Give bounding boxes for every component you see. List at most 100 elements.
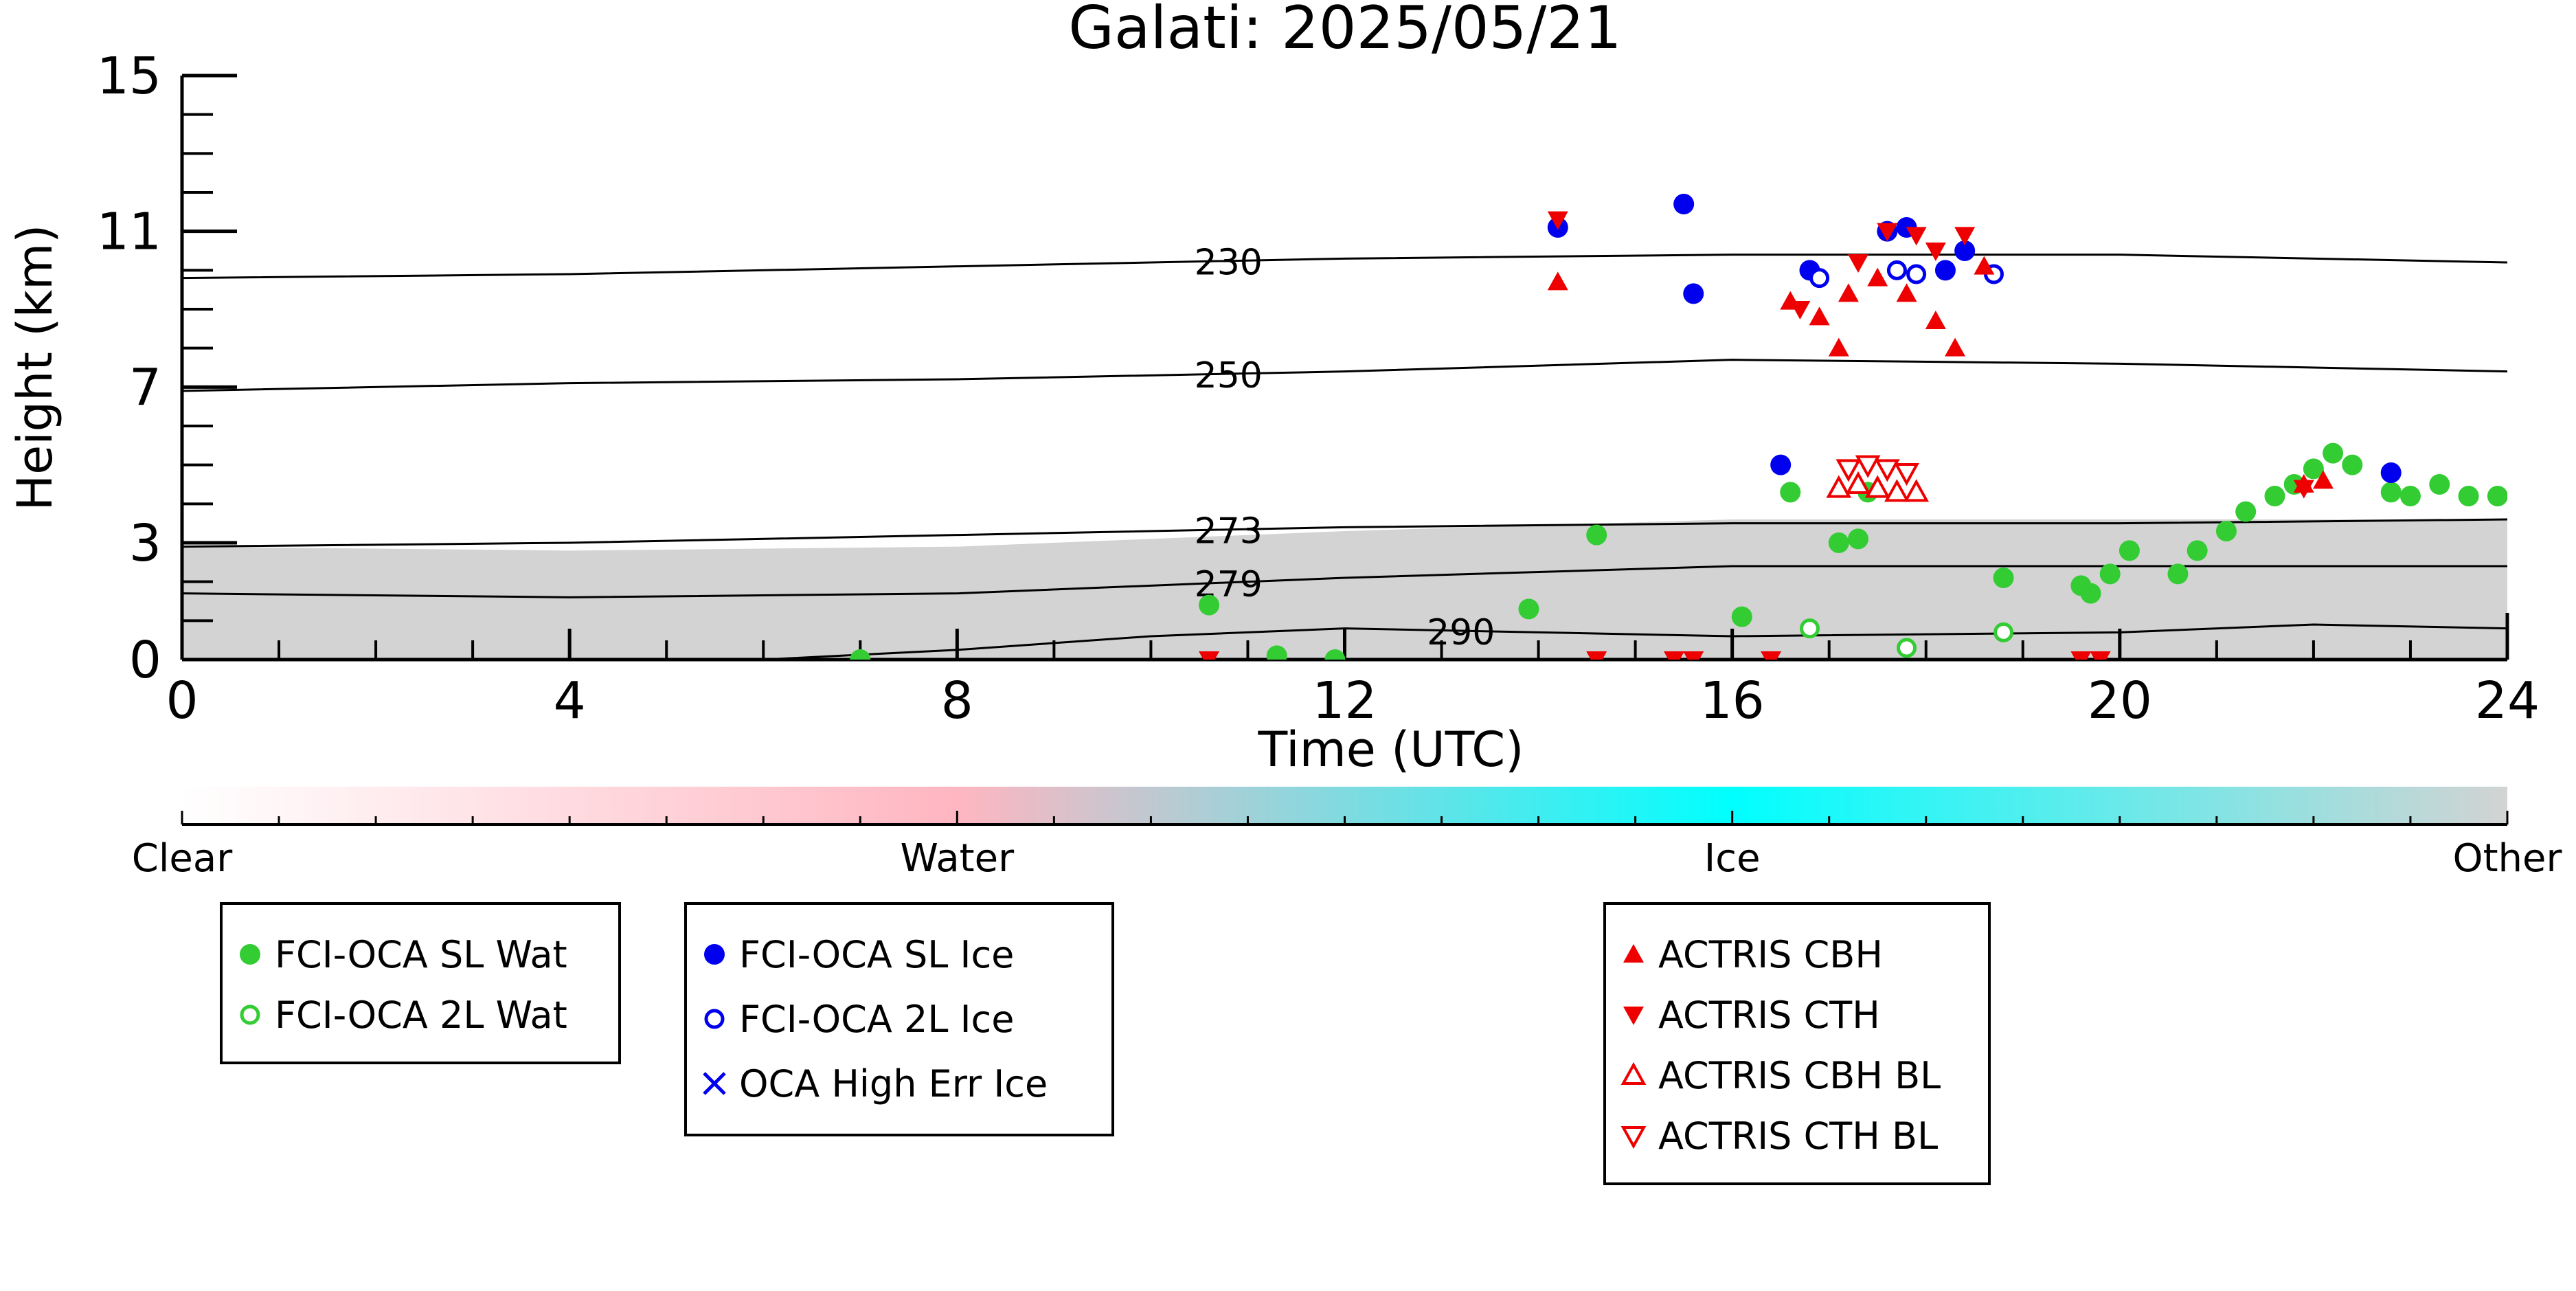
legend-label: ACTRIS CTH BL (1658, 1114, 1938, 1158)
data-point (1770, 454, 1792, 475)
y-tick-label: 3 (129, 514, 161, 573)
y-tick-label: 15 (97, 47, 161, 106)
data-point (1586, 651, 1607, 660)
data-point (2303, 458, 2324, 480)
data-point (1324, 649, 1346, 660)
legend-label: OCA High Err Ice (739, 1062, 1048, 1105)
data-point (2215, 521, 2237, 541)
data-point (1906, 227, 1927, 246)
contour-label: 250 (1195, 355, 1263, 396)
data-point (1761, 651, 1782, 660)
data-point (1683, 651, 1704, 660)
legend-label: ACTRIS CBH (1658, 933, 1883, 976)
data-point (1199, 594, 1220, 616)
data-point (1925, 243, 1946, 261)
legend-label: FCI-OCA 2L Wat (275, 993, 567, 1037)
data-point (1934, 260, 1956, 281)
data-point (1897, 638, 1917, 658)
data-point (1809, 306, 1830, 326)
data-point (1266, 645, 1287, 660)
legend-marker (1623, 1007, 1644, 1025)
data-point (1547, 211, 1568, 230)
data-point (2380, 482, 2402, 503)
contour-line-290 (182, 623, 2507, 660)
legend-label: ACTRIS CTH (1658, 993, 1880, 1037)
data-point (2323, 442, 2344, 464)
legend-box-3: ACTRIS CBH ACTRIS CTH ACTRIS CBH BL ACTRIS … (1603, 902, 1991, 1185)
data-point (2119, 540, 2140, 561)
legend-marker (240, 1004, 260, 1025)
data-point (1993, 568, 2014, 588)
legend-label: FCI-OCA SL Ice (739, 933, 1014, 976)
data-point (2487, 486, 2507, 506)
legend-marker (704, 1009, 725, 1029)
data-point (1780, 482, 1801, 503)
data-point (1664, 651, 1685, 660)
series-actris-cth-bl (1835, 455, 1919, 486)
legend-marker (704, 944, 725, 965)
data-point (1877, 223, 1898, 242)
series-actris-cth (1199, 211, 2314, 660)
data-point (1828, 337, 1849, 357)
data-point (1925, 311, 1946, 329)
data-point (1809, 268, 1830, 289)
data-point (1886, 260, 1907, 280)
legend-box-2: FCI-OCA SL Ice FCI-OCA 2L Ice OCA High Err… (684, 902, 1114, 1136)
data-point (1586, 524, 1607, 546)
legend-marker (1623, 944, 1644, 963)
data-point (2380, 462, 2402, 483)
data-point (1993, 622, 2014, 642)
legend-frame (1603, 902, 1991, 1185)
series-fci-oca-2l-ice (1809, 260, 2004, 289)
y-axis-label: Height (km) (7, 225, 63, 511)
data-point (850, 649, 871, 660)
colorbar-label: Ice (1704, 836, 1761, 881)
data-point (1896, 283, 1917, 302)
data-point (1855, 455, 1881, 478)
colorbar-label: Water (901, 836, 1015, 881)
data-point (1954, 227, 1976, 246)
series-fci-oca-2l-wat (1800, 618, 2014, 658)
data-point (1673, 194, 1695, 214)
data-point (2399, 486, 2421, 506)
legend-label: FCI-OCA 2L Ice (739, 998, 1014, 1041)
chart-title: Galati: 2025/05/21 (1068, 0, 1622, 63)
data-point (1199, 651, 1220, 660)
other-class-region (182, 519, 2507, 660)
x-tick-label: 8 (941, 671, 973, 730)
x-tick-label: 24 (2475, 671, 2540, 730)
contour-label: 230 (1195, 243, 1263, 284)
data-point (1848, 254, 1869, 273)
data-point (1894, 463, 1919, 486)
data-point (2235, 501, 2257, 522)
data-points (850, 194, 2507, 660)
legend-group: FCI-OCA SL Wat FCI-OCA 2L Wat FCI-OCA SL I… (220, 902, 1991, 1185)
contour-label: 273 (1195, 511, 1263, 552)
legend-frame (684, 902, 1114, 1136)
legend-label: FCI-OCA SL Wat (275, 933, 567, 976)
data-point (1974, 256, 1995, 275)
data-point (2099, 563, 2121, 585)
data-point (1789, 301, 1811, 319)
legend-frame (220, 902, 621, 1064)
contour-line-273 (182, 518, 2507, 548)
legend-marker (1620, 1062, 1647, 1085)
data-point (2458, 486, 2479, 506)
x-tick-label: 12 (1312, 671, 1377, 730)
classification-colorbar: Clear Water Ice Other (132, 787, 2562, 881)
legend-marker (1620, 1126, 1647, 1149)
data-point (1848, 528, 1869, 550)
data-point (1838, 283, 1859, 302)
data-point (2080, 583, 2101, 604)
data-point (1683, 283, 1704, 304)
data-point (1835, 459, 1862, 482)
contour-label: 290 (1427, 612, 1495, 653)
data-point (2090, 651, 2111, 660)
data-point (1867, 267, 1888, 287)
contour-line-230 (182, 254, 2507, 280)
legend-marker (240, 944, 260, 965)
x-axis-label: Time (UTC) (1258, 721, 1524, 778)
